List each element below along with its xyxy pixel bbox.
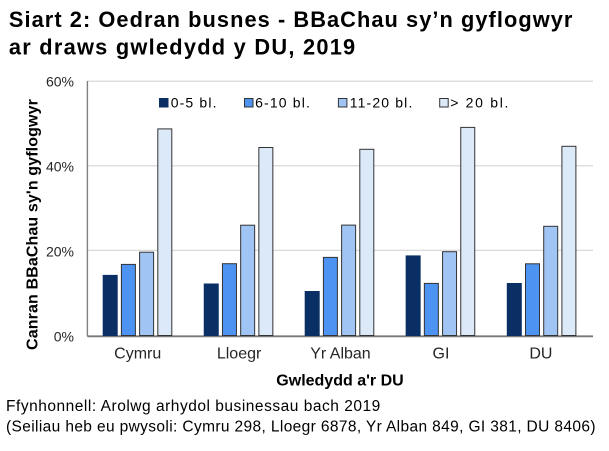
svg-text:(Seiliau heb eu pwysoli: Cymru: (Seiliau heb eu pwysoli: Cymru 298, Lloe…	[6, 419, 596, 436]
svg-text:Siart 2: Oedran busnes - BBaCh: Siart 2: Oedran busnes - BBaChau sy’n gy…	[9, 7, 574, 32]
svg-text:40%: 40%	[46, 158, 74, 174]
svg-text:Gwledydd a'r DU: Gwledydd a'r DU	[276, 372, 403, 389]
svg-text:60%: 60%	[46, 73, 74, 89]
svg-text:6-10 bl.: 6-10 bl.	[255, 94, 311, 110]
svg-text:0%: 0%	[54, 328, 74, 344]
svg-text:Ffynhonnell: Arolwg arhydol bu: Ffynhonnell: Arolwg arhydol businessau b…	[6, 398, 381, 415]
svg-text:Lloegr: Lloegr	[217, 346, 262, 363]
svg-text:DU: DU	[529, 346, 552, 363]
svg-text:20%: 20%	[46, 243, 74, 259]
svg-text:GI: GI	[433, 346, 450, 363]
svg-text:11-20 bl.: 11-20 bl.	[350, 94, 414, 110]
svg-text:> 20 bl.: > 20 bl.	[450, 94, 510, 110]
svg-text:ar draws gwledydd y DU, 2019: ar draws gwledydd y DU, 2019	[9, 35, 357, 60]
svg-text:Cymru: Cymru	[114, 346, 161, 363]
svg-text:Canran BBaChau sy'n gyflogwyr: Canran BBaChau sy'n gyflogwyr	[25, 99, 42, 350]
svg-text:0-5 bl.: 0-5 bl.	[171, 94, 218, 110]
svg-text:Yr Alban: Yr Alban	[310, 346, 370, 363]
